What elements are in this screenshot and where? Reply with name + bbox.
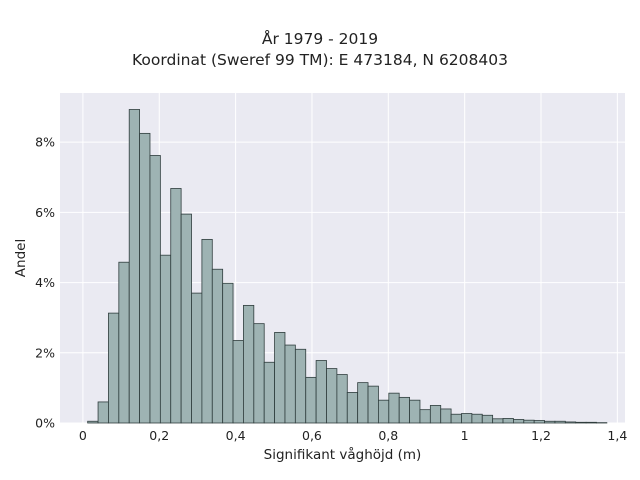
histogram-bar-5 [139, 132, 151, 424]
y-axis-label: Andel [13, 238, 29, 278]
histogram-bar-39 [492, 418, 504, 424]
y-tick-label-0: 0% [35, 416, 55, 431]
y-tick-label-2: 4% [35, 275, 55, 290]
histogram-bar-16 [253, 323, 265, 424]
histogram-bar-28 [378, 399, 390, 424]
histogram-bar-40 [502, 418, 514, 424]
x-tick-label-2: 0,4 [226, 428, 246, 443]
chart-title: År 1979 - 2019 [261, 30, 379, 48]
histogram-bar-47 [575, 421, 587, 424]
x-axis-ticks: 0 0,2 0,4 0,6 0,8 1 1,2 1,4 [79, 428, 627, 443]
histogram-bar-41 [513, 419, 525, 424]
x-tick-label-6: 1,2 [531, 428, 551, 443]
x-tick-label-3: 0,6 [302, 428, 322, 443]
histogram-bar-33 [429, 405, 442, 424]
histogram-bar-38 [481, 414, 494, 424]
histogram-bar-42 [523, 419, 535, 424]
histogram-bar-13 [222, 282, 234, 424]
chart-subtitle: Koordinat (Sweref 99 TM): E 473184, N 62… [132, 51, 508, 69]
histogram-bar-30 [398, 396, 410, 424]
x-tick-label-5: 1 [461, 428, 469, 443]
histogram-bar-24 [336, 374, 348, 424]
histogram-bar-25 [346, 392, 359, 424]
histogram-bar-2 [108, 312, 120, 424]
histogram-bar-4 [128, 109, 140, 424]
histogram-bar-22 [315, 360, 327, 424]
histogram-bar-48 [585, 421, 597, 424]
histogram-bar-7 [159, 254, 172, 424]
histogram-bar-23 [326, 368, 338, 424]
histogram-bar-34 [440, 408, 452, 424]
histogram-bar-32 [419, 409, 431, 424]
histogram-bar-46 [564, 421, 577, 424]
histogram-bar-21 [305, 376, 317, 424]
histogram-bar-17 [263, 361, 275, 424]
histogram-bar-1 [97, 401, 109, 424]
x-tick-label-0: 0 [79, 428, 87, 443]
y-tick-label-1: 2% [35, 345, 55, 360]
histogram-bar-6 [149, 155, 161, 424]
histogram-bar-31 [409, 399, 421, 424]
histogram-bar-45 [554, 420, 566, 424]
histogram-bar-43 [533, 420, 545, 424]
histogram-bar-26 [357, 382, 369, 424]
x-tick-label-1: 0,2 [149, 428, 169, 443]
histogram-bar-20 [294, 348, 307, 424]
histogram-bar-19 [284, 344, 296, 424]
y-axis-ticks: 0% 2% 4% 6% 8% [35, 135, 55, 431]
histogram-bar-10 [191, 292, 203, 424]
histogram-bar-37 [471, 413, 483, 424]
histogram-bar-27 [367, 385, 379, 424]
histogram-bar-15 [243, 304, 255, 424]
histogram-bar-9 [180, 213, 192, 424]
histogram-bar-36 [461, 413, 473, 424]
x-axis-label: Signifikant våghöjd (m) [263, 447, 422, 463]
x-tick-label-7: 1,4 [607, 428, 627, 443]
histogram-bar-8 [170, 188, 182, 424]
histogram-bar-29 [388, 392, 400, 424]
histogram-bar-44 [544, 420, 556, 424]
histogram-bar-3 [118, 261, 130, 424]
histogram-bar-18 [274, 332, 286, 424]
y-tick-label-3: 6% [35, 205, 55, 220]
histogram-bar-0 [87, 420, 99, 424]
histogram-bars [87, 109, 608, 424]
histogram-bar-14 [232, 340, 244, 424]
histogram-bar-35 [450, 413, 462, 424]
y-tick-label-4: 8% [35, 135, 55, 150]
histogram-bar-12 [211, 268, 224, 424]
histogram-bar-11 [201, 238, 213, 424]
x-tick-label-4: 0,8 [378, 428, 398, 443]
